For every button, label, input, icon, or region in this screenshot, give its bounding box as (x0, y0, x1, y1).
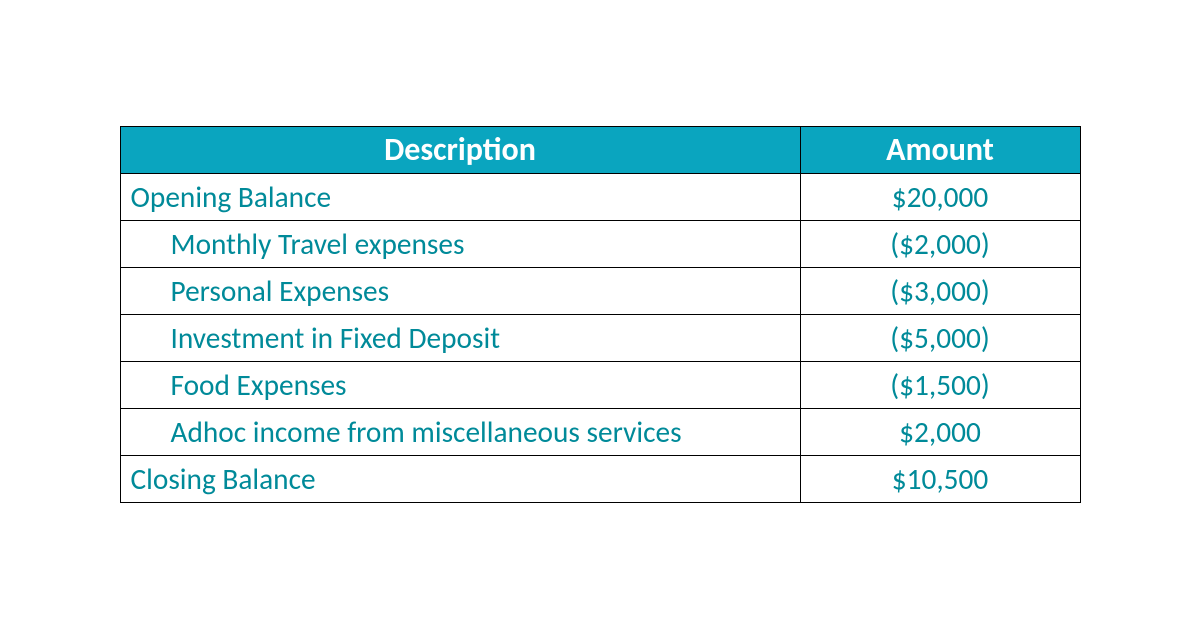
cell-amount: $10,500 (800, 455, 1080, 502)
header-amount: Amount (800, 126, 1080, 173)
cell-description: Adhoc income from miscellaneous services (120, 408, 800, 455)
cell-description: Food Expenses (120, 361, 800, 408)
balance-table: Description Amount Opening Balance $20,0… (120, 126, 1081, 503)
cell-description: Opening Balance (120, 173, 800, 220)
table-body: Opening Balance $20,000 Monthly Travel e… (120, 173, 1080, 502)
table-row: Monthly Travel expenses ($2,000) (120, 220, 1080, 267)
table-row: Personal Expenses ($3,000) (120, 267, 1080, 314)
cell-description: Monthly Travel expenses (120, 220, 800, 267)
cell-amount: ($3,000) (800, 267, 1080, 314)
cell-description: Closing Balance (120, 455, 800, 502)
cell-amount: ($5,000) (800, 314, 1080, 361)
cell-amount: $2,000 (800, 408, 1080, 455)
header-description: Description (120, 126, 800, 173)
table-row: Food Expenses ($1,500) (120, 361, 1080, 408)
table-header: Description Amount (120, 126, 1080, 173)
table-row: Opening Balance $20,000 (120, 173, 1080, 220)
table-header-row: Description Amount (120, 126, 1080, 173)
table-row: Investment in Fixed Deposit ($5,000) (120, 314, 1080, 361)
cell-description: Investment in Fixed Deposit (120, 314, 800, 361)
cell-amount: $20,000 (800, 173, 1080, 220)
page-stage: Description Amount Opening Balance $20,0… (0, 0, 1200, 628)
table-row: Closing Balance $10,500 (120, 455, 1080, 502)
cell-description: Personal Expenses (120, 267, 800, 314)
cell-amount: ($2,000) (800, 220, 1080, 267)
cell-amount: ($1,500) (800, 361, 1080, 408)
table-row: Adhoc income from miscellaneous services… (120, 408, 1080, 455)
